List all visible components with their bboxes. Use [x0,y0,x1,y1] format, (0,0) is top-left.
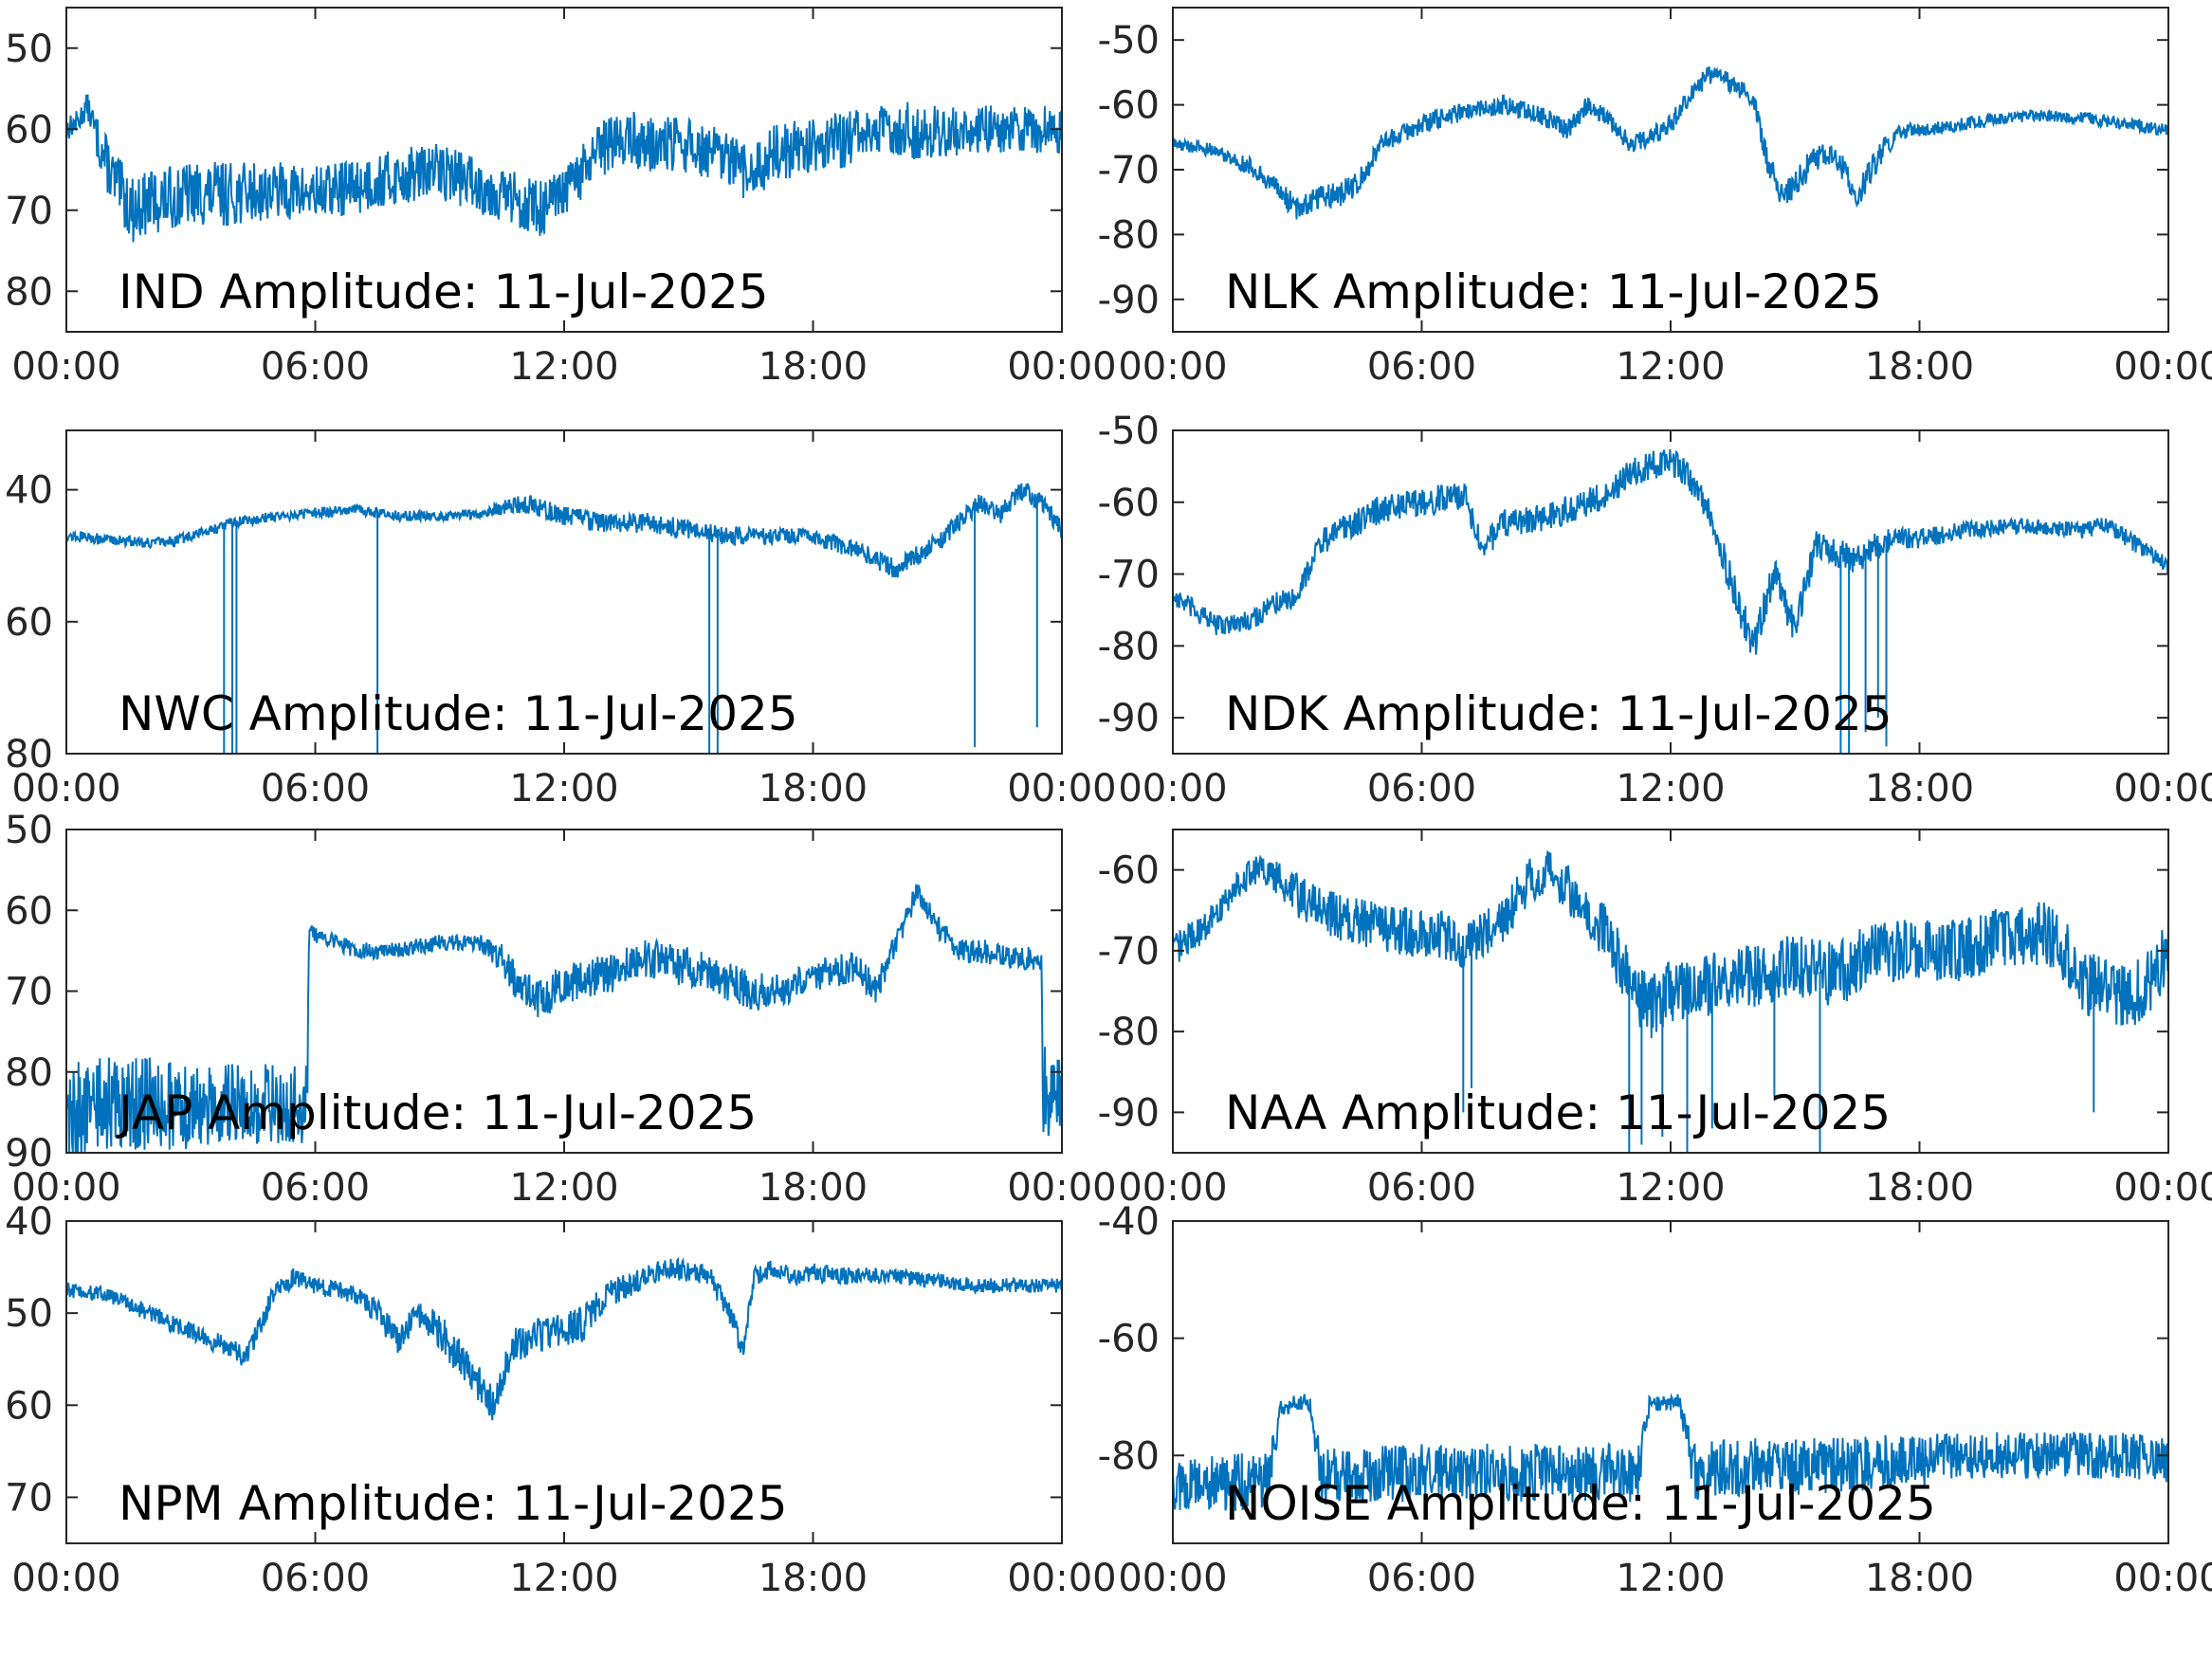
x-tick-label: 00:00 [1007,767,1116,811]
panel-title: JAP Amplitude: 11-Jul-2025 [116,1085,757,1140]
x-tick-label: 00:00 [1118,1557,1227,1600]
x-tick-label: 18:00 [759,345,868,389]
y-tick-label: 50 [5,809,53,852]
y-tick-label: -90 [1098,697,1160,740]
noise-amplitude-series [1173,1393,2168,1511]
y-tick-label: 70 [5,190,53,233]
y-tick-label: 60 [5,889,53,933]
x-tick-label: 00:00 [1007,1166,1116,1210]
x-tick-label: 12:00 [1616,1166,1725,1210]
y-tick-label: -50 [1098,19,1160,63]
y-tick-label: 40 [5,1200,53,1244]
x-tick-label: 06:00 [1367,1166,1476,1210]
panel-ndk: 00:00 06:00 12:00 18:00 00:00 -50 -60 -70 -80 -90… [1098,410,2212,811]
panel-title: NDK Amplitude: 11-Jul-2025 [1225,686,1892,741]
y-tick-label: -70 [1098,930,1160,974]
naa-amplitude-series [1173,850,2168,1153]
y-tick-label: -80 [1098,625,1160,668]
y-tick-label: 70 [5,1476,53,1520]
y-tick-label: -80 [1098,1434,1160,1478]
x-tick-label: 00:00 [1007,345,1116,389]
x-tick-label: 12:00 [1616,767,1725,811]
x-tick-label: 12:00 [509,1166,618,1210]
nlk-amplitude-series [1173,65,2168,220]
ind-amplitude-series [66,94,1062,243]
x-tick-label: 00:00 [2113,1557,2212,1600]
x-tick-label: 00:00 [1007,1557,1116,1600]
panel-nlk: 00:00 06:00 12:00 18:00 00:00 -50 -60 -70 -80 -90… [1098,7,2212,389]
x-tick-label: 00:00 [2113,767,2212,811]
x-tick-label: 06:00 [261,1166,370,1210]
x-tick-label: 06:00 [1367,345,1476,389]
panel-title: NPM Amplitude: 11-Jul-2025 [119,1476,788,1531]
y-tick-label: -50 [1098,410,1160,453]
x-tick-label: 06:00 [1367,1557,1476,1600]
x-tick-label: 00:00 [1118,1166,1227,1210]
x-tick-label: 18:00 [1865,345,1974,389]
y-tick-label: -60 [1098,84,1160,128]
panel-naa: 00:00 06:00 12:00 18:00 00:00 -60 -70 -80 -90 NAA… [1098,829,2212,1210]
y-tick-label: 60 [5,601,53,645]
y-tick-label: -90 [1098,279,1160,322]
x-tick-label: 12:00 [1616,345,1725,389]
y-tick-label: 60 [5,1384,53,1428]
x-tick-label: 00:00 [11,767,120,811]
x-tick-label: 18:00 [759,1166,868,1210]
x-tick-label: 00:00 [2113,1166,2212,1210]
panel-nwc: 00:00 06:00 12:00 18:00 00:00 40 60 80 NWC Ampli… [5,429,1117,811]
x-tick-label: 06:00 [1367,767,1476,811]
y-tick-label: 90 [5,1132,53,1176]
x-tick-label: 00:00 [2113,345,2212,389]
x-tick-label: 18:00 [759,1557,868,1600]
y-tick-label: -70 [1098,149,1160,192]
y-tick-label: 70 [5,971,53,1014]
panel-title: NOISE Amplitude: 11-Jul-2025 [1225,1476,1936,1531]
y-tick-label: 80 [5,1051,53,1095]
x-tick-label: 12:00 [1616,1557,1725,1600]
x-tick-label: 00:00 [11,345,120,389]
y-tick-label: -70 [1098,554,1160,597]
x-tick-label: 12:00 [509,1557,618,1600]
jap-amplitude-series [66,884,1062,1153]
x-tick-label: 18:00 [1865,1557,1974,1600]
y-tick-label: 80 [5,733,53,776]
panel-jap: 00:00 06:00 12:00 18:00 00:00 50 60 70 80 90 JAP A… [5,809,1117,1210]
panel-noise: 00:00 06:00 12:00 18:00 00:00 -40 -60 -80 NOISE … [1098,1200,2212,1600]
x-tick-label: 12:00 [509,767,618,811]
y-tick-label: 80 [5,270,53,314]
panel-title: NLK Amplitude: 11-Jul-2025 [1225,264,1882,319]
y-tick-label: -60 [1098,1318,1160,1361]
panel-ind: 00:00 06:00 12:00 18:00 00:00 50 60 70 80 IND Amp… [5,7,1117,389]
y-tick-label: -80 [1098,213,1160,257]
x-tick-label: 18:00 [759,767,868,811]
x-tick-label: 18:00 [1865,1166,1974,1210]
x-tick-label: 00:00 [11,1166,120,1210]
x-tick-label: 06:00 [261,1557,370,1600]
y-tick-label: 60 [5,108,53,152]
y-tick-label: -60 [1098,482,1160,525]
y-tick-label: -60 [1098,849,1160,893]
npm-amplitude-series [66,1256,1062,1421]
nwc-amplitude-series [66,483,1062,754]
y-tick-label: -90 [1098,1091,1160,1135]
y-tick-label: -40 [1098,1200,1160,1244]
panel-title: NAA Amplitude: 11-Jul-2025 [1225,1085,1891,1140]
ndk-amplitude-series [1173,448,2168,754]
y-tick-label: 50 [5,27,53,71]
x-tick-label: 00:00 [1118,345,1227,389]
x-tick-label: 06:00 [261,767,370,811]
panel-title: NWC Amplitude: 11-Jul-2025 [119,686,798,741]
x-tick-label: 00:00 [1118,767,1227,811]
y-tick-label: 40 [5,469,53,513]
x-tick-label: 18:00 [1865,767,1974,811]
x-tick-label: 06:00 [261,345,370,389]
x-tick-label: 00:00 [11,1557,120,1600]
y-tick-label: -80 [1098,1011,1160,1054]
panel-title: IND Amplitude: 11-Jul-2025 [119,264,769,319]
panel-npm: 00:00 06:00 12:00 18:00 00:00 40 50 60 70 NPM Amp… [5,1200,1117,1600]
y-tick-label: 50 [5,1292,53,1336]
x-tick-label: 12:00 [509,345,618,389]
